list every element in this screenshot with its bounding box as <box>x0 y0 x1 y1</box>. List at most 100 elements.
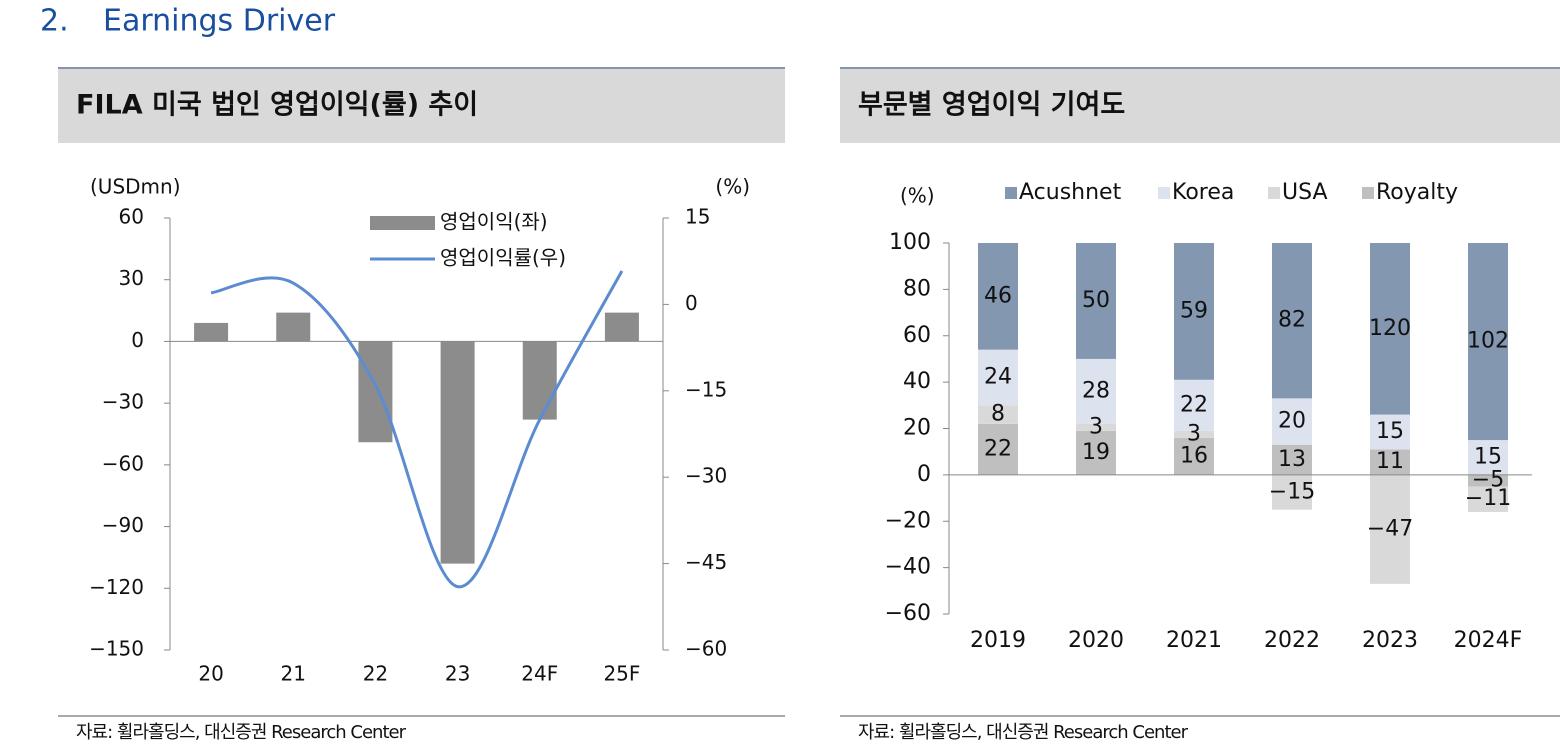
y-tick-label: 40 <box>903 369 931 394</box>
y2-tick-label: 15 <box>685 205 710 229</box>
data-label: 8 <box>991 402 1005 427</box>
y-tick-label: −120 <box>89 575 144 599</box>
data-label: −11 <box>1465 486 1511 511</box>
x-tick-label: 2021 <box>1166 628 1222 653</box>
y-tick-label: −60 <box>102 451 144 475</box>
y-tick-label: −40 <box>885 555 931 580</box>
bar-segment <box>1468 243 1508 441</box>
data-label: 120 <box>1369 316 1411 341</box>
y-tick-label: 20 <box>903 416 931 441</box>
bar-segment <box>978 405 1018 424</box>
y-axis-label: (USDmn) <box>90 175 181 199</box>
legend-swatch <box>1362 187 1374 199</box>
bar-segment <box>1272 474 1312 510</box>
bar-segment <box>1468 440 1508 475</box>
bar <box>604 312 639 342</box>
x-tick-label: 21 <box>281 662 306 686</box>
x-tick-label: 2020 <box>1068 628 1124 653</box>
bar-segment <box>1468 486 1508 512</box>
data-label: 102 <box>1467 329 1509 354</box>
source: 자료: 휠라홀딩스, 대신증권 Research Center <box>858 722 1189 743</box>
legend-label: Royalty <box>1376 180 1458 205</box>
data-label: 3 <box>1089 414 1103 439</box>
y2-tick-label: −15 <box>685 377 727 401</box>
data-label: −47 <box>1367 516 1413 541</box>
x-tick-label: 2022 <box>1264 628 1320 653</box>
x-tick-label: 2019 <box>970 628 1026 653</box>
y-axis-label: (%) <box>900 184 935 208</box>
y2-tick-label: −60 <box>685 637 727 661</box>
data-label: 59 <box>1180 298 1208 323</box>
bar <box>522 341 557 420</box>
y-tick-label: 80 <box>903 276 931 301</box>
legend-label: Acushnet <box>1019 180 1122 205</box>
y2-axis-label: (%) <box>715 175 750 199</box>
bar-segment <box>978 243 1018 350</box>
y-tick-label: −20 <box>885 508 931 533</box>
legend-label: Korea <box>1172 180 1234 205</box>
data-label: −15 <box>1269 479 1315 504</box>
data-label: 50 <box>1082 288 1110 313</box>
bar-segment <box>1468 474 1508 487</box>
data-label: 46 <box>984 283 1012 308</box>
legend-label: 영업이익률(우) <box>440 246 566 270</box>
x-tick-label: 25F <box>603 662 640 686</box>
bar-segment <box>1272 243 1312 399</box>
y-tick-label: 0 <box>917 462 931 487</box>
data-label: 15 <box>1474 444 1502 469</box>
data-label: 16 <box>1180 443 1208 468</box>
y-tick-label: −90 <box>102 513 144 537</box>
x-tick-label: 22 <box>363 662 388 686</box>
y-tick-label: −150 <box>89 637 144 661</box>
y2-tick-label: −30 <box>685 464 727 488</box>
bar-segment <box>1076 358 1116 424</box>
data-label: −5 <box>1472 468 1504 493</box>
data-label: 82 <box>1278 308 1306 333</box>
x-tick-label: 2024F <box>1454 628 1523 653</box>
legend-swatch <box>1158 187 1170 199</box>
y-tick-label: −30 <box>102 390 144 414</box>
y-tick-label: 0 <box>131 328 144 352</box>
legend-swatch <box>1268 187 1280 199</box>
data-label: 11 <box>1376 449 1404 474</box>
bar-segment <box>978 349 1018 406</box>
y-tick-label: 100 <box>889 230 931 255</box>
bars <box>978 243 1508 584</box>
data-label: 20 <box>1278 409 1306 434</box>
panel-header <box>840 67 1560 143</box>
section-number: 2. <box>40 4 69 39</box>
bar-segment <box>1174 430 1214 438</box>
data-label: 19 <box>1082 440 1110 465</box>
bar <box>358 341 393 443</box>
y2-tick-label: 0 <box>685 291 698 315</box>
y-tick-label: −60 <box>885 601 931 626</box>
bar <box>276 312 311 342</box>
bar <box>440 341 475 564</box>
y-tick-label: 60 <box>903 323 931 348</box>
panel-header <box>58 67 785 143</box>
data-label: 24 <box>984 364 1012 389</box>
data-label: 3 <box>1187 421 1201 446</box>
x-tick-label: 23 <box>445 662 470 686</box>
legend-swatch <box>370 216 435 230</box>
bar-segment <box>1272 444 1312 475</box>
bar-segment <box>1174 243 1214 380</box>
legend-label: 영업이익(좌) <box>440 210 548 234</box>
bar-segment <box>1370 414 1410 450</box>
source: 자료: 휠라홀딩스, 대신증권 Research Center <box>76 722 407 743</box>
data-label: 22 <box>1180 392 1208 417</box>
bar <box>194 322 229 342</box>
bar-segment <box>1174 437 1214 475</box>
data-label: 15 <box>1376 419 1404 444</box>
y-tick-label: 60 <box>119 205 144 229</box>
bar-segment <box>1370 243 1410 415</box>
bar-segment <box>1076 430 1116 475</box>
bar-segment <box>1370 474 1410 584</box>
bar-segment <box>1272 398 1312 445</box>
line <box>210 270 624 589</box>
x-tick-label: 24F <box>521 662 558 686</box>
y-tick-label: 30 <box>119 266 144 290</box>
panel-title: FILA 미국 법인 영업이익(률) 추이 <box>76 90 478 121</box>
